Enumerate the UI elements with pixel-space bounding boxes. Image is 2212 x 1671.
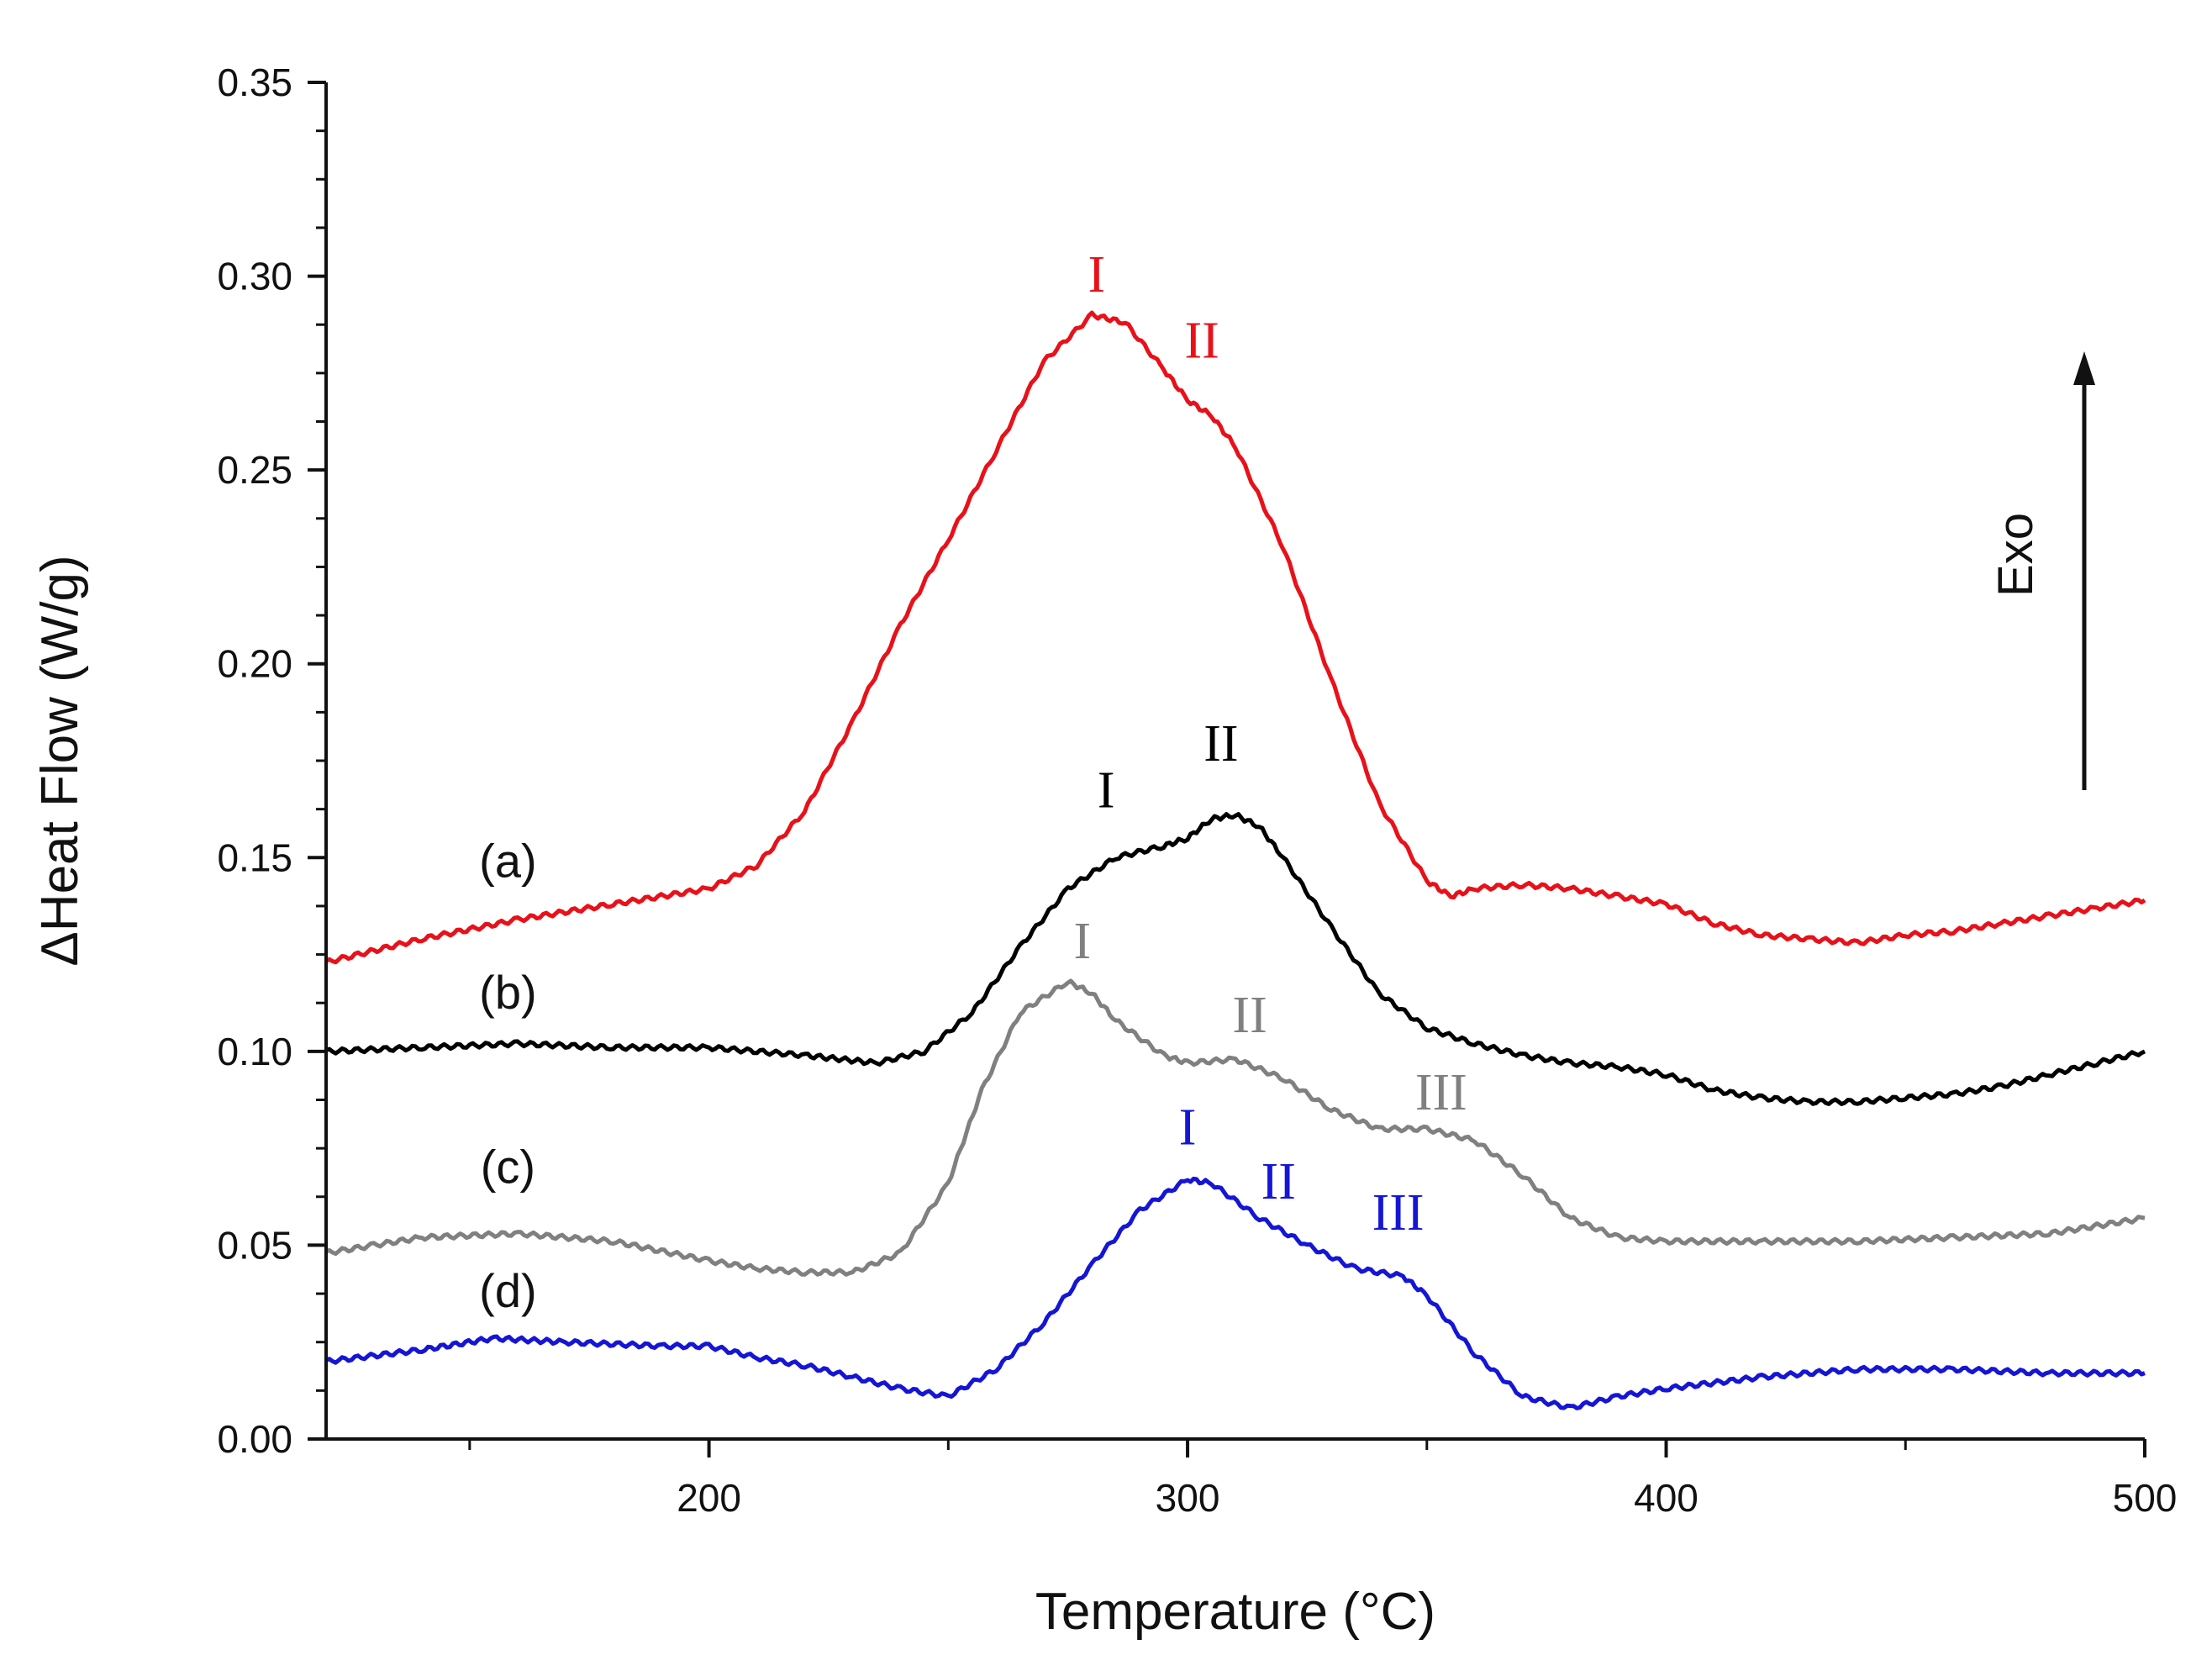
peak-label: II (1203, 715, 1238, 772)
x-axis-title: Temperature (°C) (1035, 1583, 1435, 1641)
peak-label: I (1073, 913, 1091, 970)
y-tick-label: 0.25 (217, 448, 292, 492)
y-tick-label: 0.20 (217, 642, 292, 686)
y-tick-label: 0.35 (217, 61, 292, 104)
y-tick-label: 0.00 (217, 1417, 292, 1461)
peak-label: I (1098, 762, 1115, 819)
peak-label: I (1088, 246, 1106, 303)
curve-label: (c) (481, 1141, 535, 1194)
series-line-b (325, 812, 2146, 1106)
series-line-a (324, 310, 2146, 965)
peak-label: II (1261, 1153, 1296, 1210)
peak-label: II (1184, 312, 1219, 369)
peak-label: III (1415, 1064, 1467, 1121)
x-tick-label: 300 (1156, 1476, 1220, 1520)
plot-area (324, 310, 2146, 1410)
peak-label: III (1372, 1184, 1425, 1241)
exo-indicator: Exo (1988, 351, 2095, 790)
peak-label: I (1179, 1099, 1197, 1157)
x-tick-label: 400 (1634, 1476, 1698, 1520)
y-tick-label: 0.30 (217, 255, 292, 298)
x-tick-label: 500 (2113, 1476, 2178, 1520)
y-axis-title: ΔHeat Flow (W/g) (31, 555, 89, 966)
y-tick-label: 0.10 (217, 1030, 292, 1073)
curve-label: (a) (479, 834, 536, 887)
ticks: 0.00 0.05 0.10 0.15 0.20 0.25 0.30 0.35 200 300 40… (217, 61, 2177, 1520)
y-tick-label: 0.05 (217, 1223, 292, 1267)
y-tick-label: 0.15 (217, 836, 292, 879)
curve-label: (d) (479, 1264, 536, 1317)
series-line-c (324, 978, 2146, 1277)
series-line-d (324, 1176, 2146, 1410)
exo-label: Exo (1988, 513, 2043, 597)
curve-label: (b) (479, 966, 536, 1019)
x-tick-label: 200 (677, 1476, 741, 1520)
peak-label: II (1232, 987, 1267, 1044)
exo-arrow-up-icon (2073, 351, 2095, 385)
